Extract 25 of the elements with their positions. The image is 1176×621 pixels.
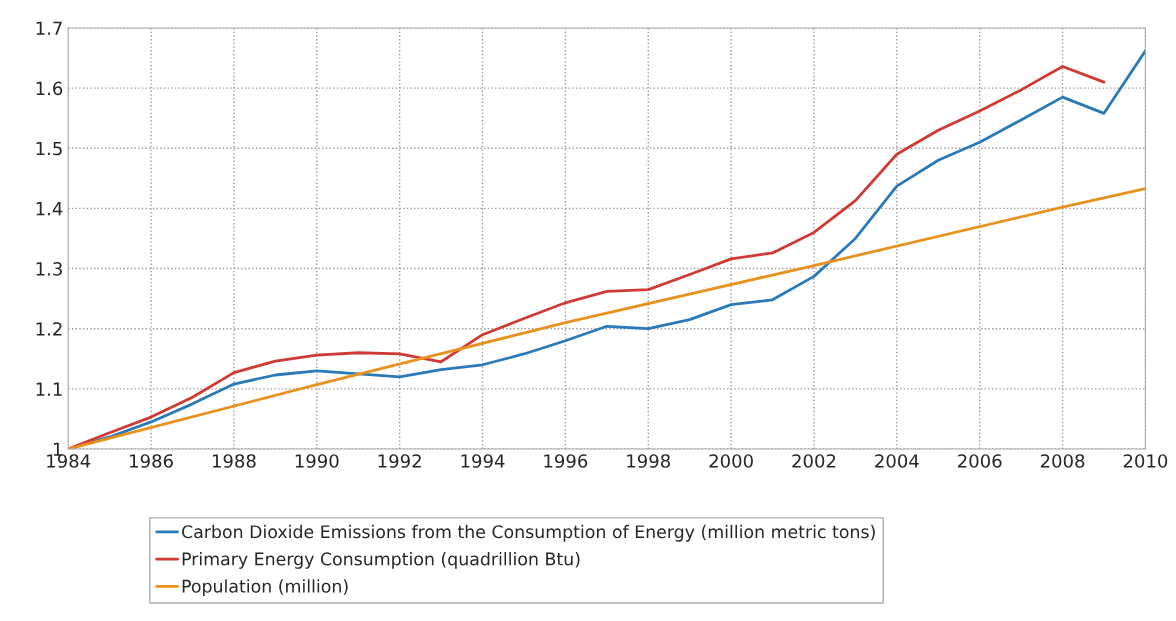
x-tick-label: 1998 — [627, 454, 670, 468]
legend-label: Population (million) — [182, 579, 348, 597]
y-tick-label: 1.4 — [36, 202, 63, 216]
x-tick-label: 2008 — [1040, 454, 1085, 468]
x-tick-label: 1994 — [461, 454, 505, 468]
x-tick-label: 2006 — [958, 454, 1002, 468]
y-tick-label: 1.1 — [36, 382, 62, 396]
y-tick-label: 1.5 — [36, 141, 62, 156]
y-tick-label: 1 — [53, 442, 62, 456]
x-tick-label: 1984 — [47, 454, 91, 468]
y-tick-label: 1.2 — [36, 322, 62, 336]
y-tick-label: 1.3 — [36, 262, 62, 276]
x-tick-label: 1992 — [378, 454, 421, 468]
x-tick-label: 1986 — [130, 454, 173, 468]
legend-label: Primary Energy Consumption (quadrillion Btu) — [182, 552, 580, 569]
x-tick-label: 2010 — [1123, 454, 1168, 468]
x-tick-label: 2000 — [709, 454, 753, 468]
x-tick-label: 2002 — [792, 454, 836, 468]
x-tick-label: 2004 — [875, 454, 919, 468]
y-tick-label: 1.7 — [36, 21, 62, 35]
x-tick-label: 1988 — [212, 454, 256, 468]
x-tick-label: 1996 — [544, 454, 588, 468]
legend-label: Carbon Dioxide Emissions from the Consumption of Energy (million metric tons) — [182, 524, 875, 542]
x-tick-label: 1990 — [295, 454, 339, 468]
y-tick-label: 1.6 — [36, 81, 63, 96]
